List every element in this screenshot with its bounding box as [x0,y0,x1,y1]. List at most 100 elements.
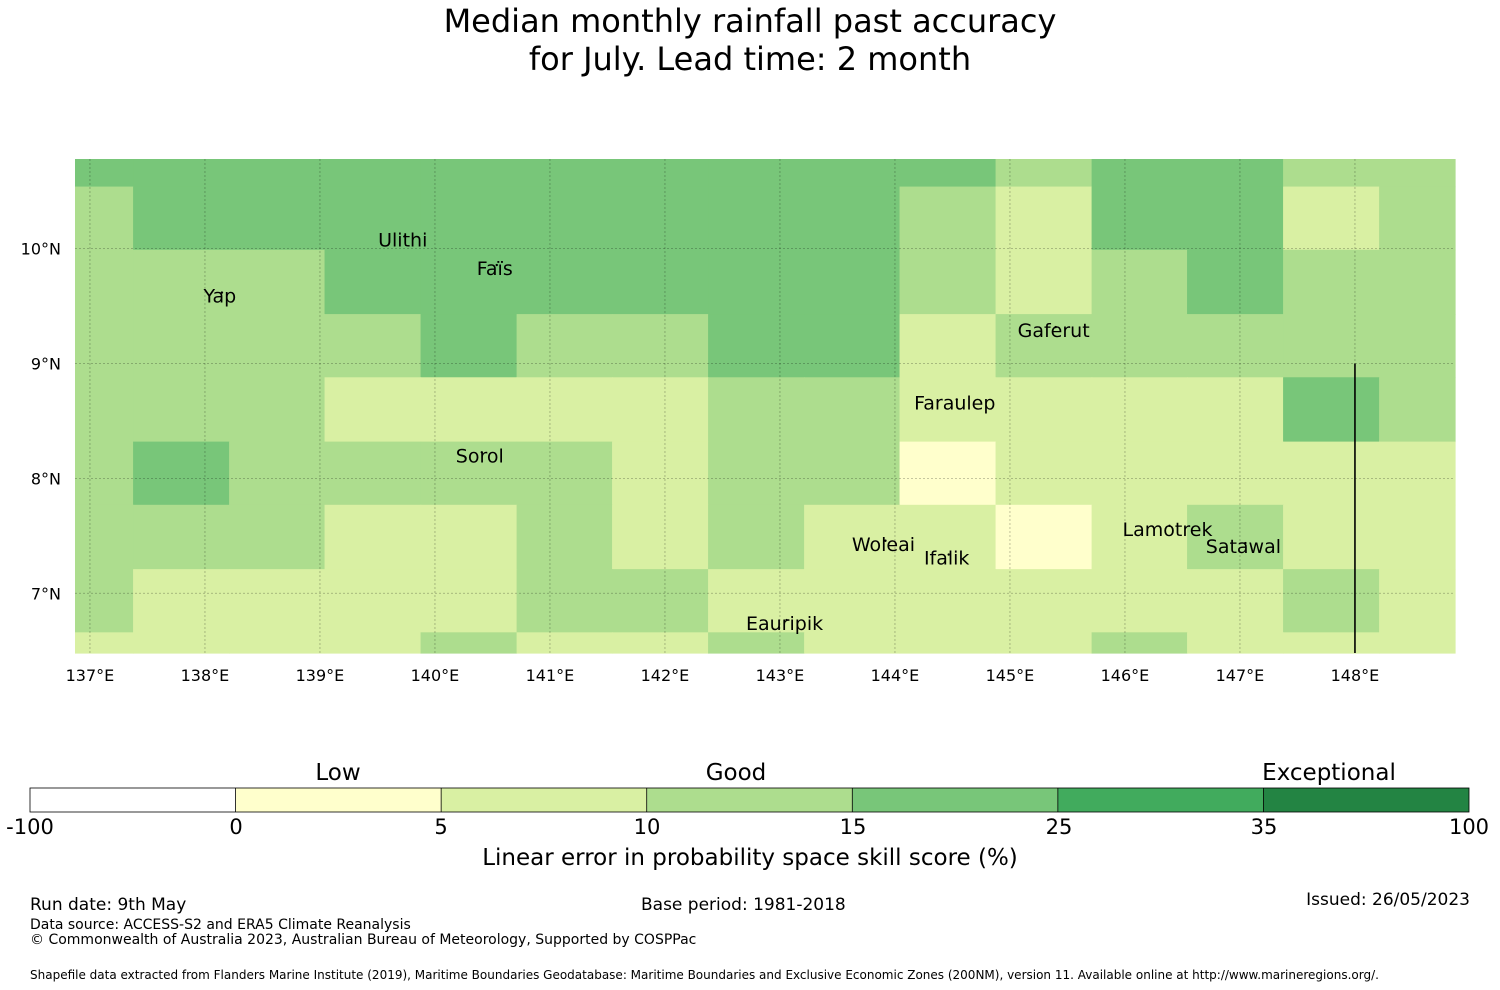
longitude-tick-label: 138°E [181,666,230,685]
skill-grid-cell [612,314,709,378]
island-marker [403,235,406,238]
skill-grid-cell [804,504,901,570]
skill-grid-cell [1283,441,1380,506]
skill-grid-cell [1091,504,1188,570]
colorbar-swatch [235,788,442,812]
skill-grid-cell [229,441,326,506]
island-marker [1054,325,1057,329]
colorbar-swatch [1263,788,1469,812]
skill-grid-cell [229,314,326,378]
skill-grid-cell [1187,569,1284,633]
skill-grid-cell [1091,249,1188,315]
skill-grid-cell [516,504,613,570]
island-marker [495,263,498,267]
skill-grid-cell [899,159,997,188]
longitude-tick-label: 137°E [66,666,115,685]
skill-grid-cell [612,377,709,443]
skill-grid-cell [516,632,613,654]
skill-grid-cell [708,249,805,315]
skill-grid-cell [804,441,901,506]
skill-grid-cell [804,186,901,251]
skill-grid-cell [1187,186,1284,251]
skill-grid-cell [1379,569,1456,633]
skill-grid-cell [516,569,613,633]
skill-grid-cell [612,159,709,188]
island-marker [947,553,950,556]
skill-grid-cell [324,377,422,443]
skill-grid-cell [420,249,518,315]
skill-grid-cell [899,441,997,506]
colorbar-swatch [1057,788,1264,812]
skill-grid-cell [612,249,709,315]
island-label: Eauripik [746,613,823,635]
copyright-notice: © Commonwealth of Australia 2023, Austra… [30,932,697,948]
island-marker [785,618,788,622]
island-label: Sorol [456,445,504,467]
skill-grid-cell [229,159,326,188]
colorbar-swatch [646,788,853,812]
skill-grid-cell [75,632,134,654]
skill-grid-cell [995,249,1093,315]
skill-grid-cell [133,441,230,506]
skill-grid-cell [612,186,709,251]
skill-grid-cell [1187,159,1284,188]
skill-grid-cell [324,159,422,188]
longitude-tick-label: 144°E [871,666,920,685]
skill-grid-cell [899,504,997,570]
skill-grid-cell [708,504,805,570]
skill-grid-cell [1187,632,1284,654]
skill-grid-cell [995,441,1093,506]
colorbar-swatch [441,788,647,812]
skill-grid-cell [899,632,997,654]
run-date: Run date: 9th May [30,895,187,915]
skill-grid-cell [133,314,230,378]
skill-grid-cell [612,569,709,633]
island-label: Gaferut [1018,320,1090,342]
skill-grid-cell [75,377,134,443]
skill-grid-cell [133,569,230,633]
skill-grid-cell [420,632,518,654]
map-title-line-2: for July. Lead time: 2 month [528,40,972,78]
island-marker [220,291,224,294]
map-title-line-1: Median monthly rainfall past accuracy [443,2,1057,40]
skill-grid-cell [324,186,422,251]
skill-grid-cell [708,186,805,251]
skill-grid-cell [133,249,230,315]
skill-grid-cell [1283,314,1380,378]
colorbar-tick: 15 [839,815,867,839]
skill-grid-cell [804,569,901,633]
skill-grid-cell [899,377,997,443]
skill-grid-cell [75,504,134,570]
skill-grid-cell [708,632,805,654]
colorbar-category-good: Good [705,760,767,786]
island-label: Ulithi [378,229,427,251]
longitude-tick-label: 141°E [526,666,575,685]
issued-date: Issued: 26/05/2023 [1306,890,1470,910]
skill-grid-cell [899,249,997,315]
island-label: Ifalik [924,548,970,570]
island-marker [884,539,887,542]
skill-grid-cell [1187,441,1284,506]
skill-grid-cell [612,632,709,654]
skill-grid-cell [420,441,518,506]
skill-grid-cell [229,377,326,443]
skill-grid-cell [133,159,230,188]
skill-grid-cell [75,159,134,188]
skill-grid-cell [899,569,997,633]
skill-grid-cell [1379,632,1456,654]
skill-grid-cell [1091,377,1188,443]
skill-grid-cell [133,377,230,443]
island-label: Woleai [852,534,915,556]
skill-grid-cell [708,159,805,188]
longitude-tick-label: 142°E [641,666,690,685]
skill-grid-cell [324,632,422,654]
skill-grid-cell [708,441,805,506]
colorbar-tick: 5 [434,815,448,839]
skill-grid-cell [75,569,134,633]
island-label: Lamotrek [1123,519,1213,541]
skill-grid-cell [324,504,422,570]
skill-grid-cell [516,377,613,443]
skill-grid-cell [1091,159,1188,188]
skill-grid-cell [995,159,1093,188]
